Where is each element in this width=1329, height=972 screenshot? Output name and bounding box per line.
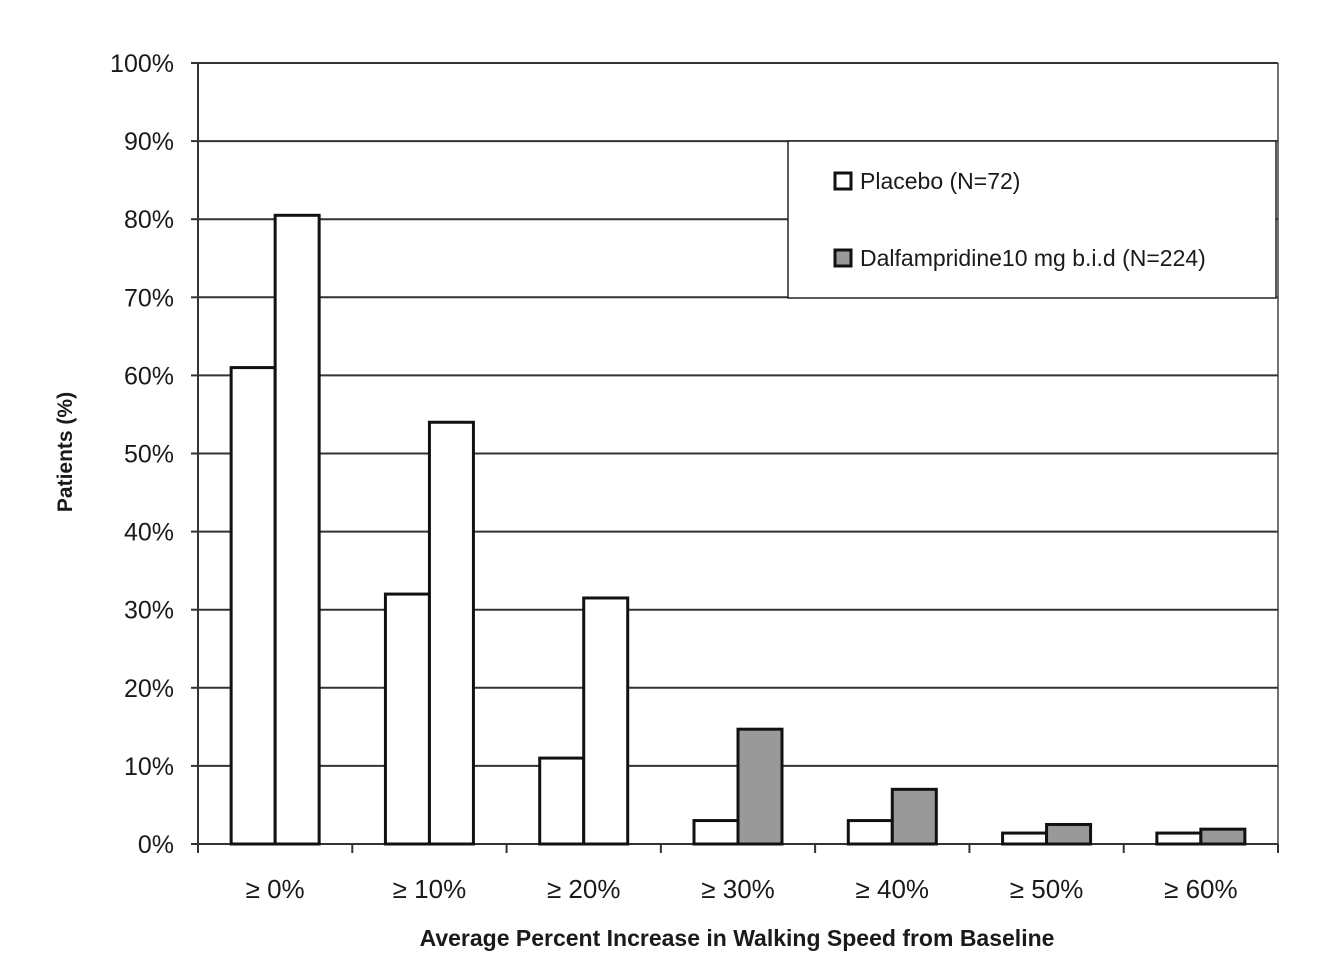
- legend: Placebo (N=72) Dalfampridine10 mg b.i.d …: [787, 140, 1277, 299]
- y-tick-label: 70%: [124, 284, 174, 312]
- y-tick-label: 100%: [110, 50, 174, 78]
- y-tick-label: 30%: [124, 597, 174, 625]
- bars: [229, 213, 1247, 846]
- y-axis: 0% 10% 20% 30% 40% 50% 60% 70% 80% 90% 100%: [110, 50, 198, 859]
- bar-dalfampridine: [582, 596, 630, 846]
- legend-label-placebo: Placebo (N=72): [860, 168, 1020, 194]
- bar-dalfampridine: [736, 727, 784, 846]
- y-tick-label: 0%: [138, 831, 174, 859]
- y-tick-label: 10%: [124, 753, 174, 781]
- x-tick-label: ≥ 40%: [856, 874, 930, 904]
- y-tick-label: 80%: [124, 206, 174, 234]
- y-tick-label: 90%: [124, 128, 174, 156]
- x-tick-label: ≥ 0%: [246, 874, 305, 904]
- bar-dalfampridine: [427, 420, 475, 846]
- x-tick-label: ≥ 30%: [701, 874, 775, 904]
- x-tick-label: ≥ 50%: [1010, 874, 1084, 904]
- y-tick-label: 60%: [124, 362, 174, 390]
- x-tick-label: ≥ 10%: [393, 874, 467, 904]
- gridlines: [198, 62, 1278, 767]
- bar-placebo: [1155, 831, 1203, 846]
- bar-placebo: [846, 819, 894, 846]
- y-tick-label: 40%: [124, 519, 174, 547]
- x-axis-title: Average Percent Increase in Walking Spee…: [420, 925, 1055, 951]
- legend-swatch-placebo: [833, 171, 853, 191]
- y-tick-label: 50%: [124, 441, 174, 469]
- x-tick-label: ≥ 20%: [547, 874, 621, 904]
- bar-dalfampridine: [1045, 822, 1093, 846]
- bar-dalfampridine: [1199, 827, 1247, 846]
- x-axis: ≥ 0% ≥ 10% ≥ 20% ≥ 30% ≥ 40% ≥ 50% ≥ 60%: [197, 844, 1279, 904]
- bar-placebo: [1001, 831, 1049, 846]
- legend-label-dalfampridine: Dalfampridine10 mg b.i.d (N=224): [860, 245, 1206, 271]
- bar-placebo: [383, 592, 431, 846]
- legend-box: [787, 140, 1277, 299]
- bar-placebo: [229, 366, 277, 846]
- bar-dalfampridine: [890, 787, 938, 846]
- y-tick-label: 20%: [124, 675, 174, 703]
- x-tick-label: ≥ 60%: [1164, 874, 1238, 904]
- legend-swatch-dalfampridine: [833, 248, 853, 268]
- bar-placebo: [692, 819, 740, 846]
- bar-dalfampridine: [273, 213, 321, 846]
- y-axis-title: Patients (%): [54, 392, 77, 512]
- bar-placebo: [538, 756, 586, 846]
